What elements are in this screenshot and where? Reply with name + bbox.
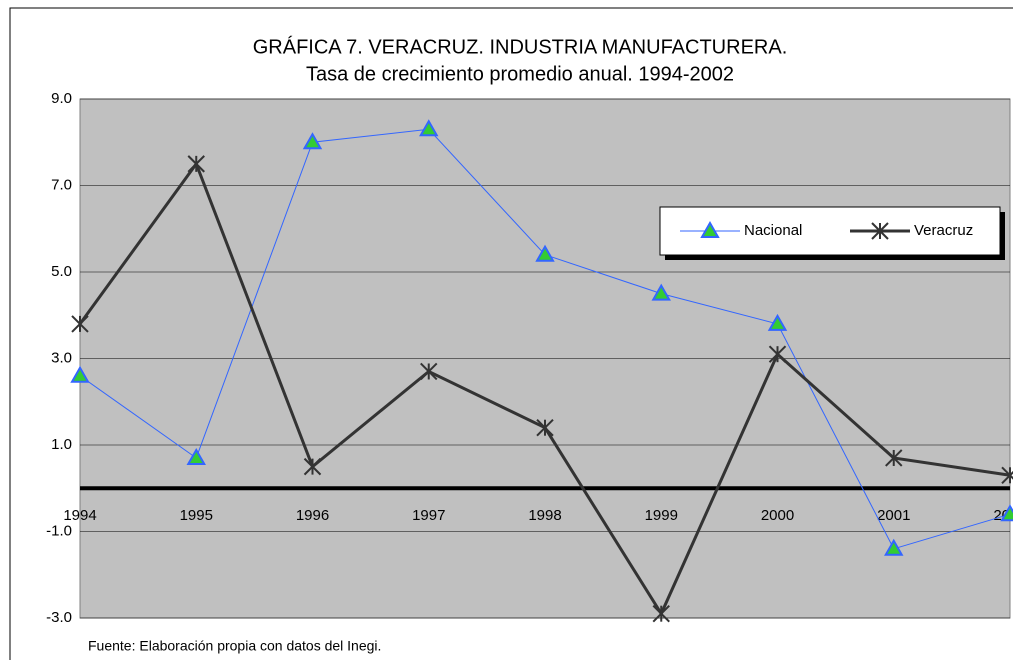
- point: [885, 449, 903, 467]
- point: [420, 362, 438, 381]
- point: [187, 155, 205, 173]
- point: [302, 132, 323, 150]
- point: [651, 283, 671, 301]
- point: [652, 604, 670, 623]
- legend-label: Nacional: [744, 222, 802, 239]
- point: [768, 345, 787, 363]
- point: [419, 119, 439, 137]
- point: [71, 315, 89, 333]
- x-tick-label: 1994: [63, 507, 96, 524]
- point: [700, 220, 720, 238]
- legend-label: Veracruz: [914, 222, 973, 239]
- y-tick-label: 1.0: [51, 436, 72, 453]
- chart-subtitle: Tasa de crecimiento promedio anual. 1994…: [306, 63, 734, 85]
- x-tick-label: 1997: [412, 507, 445, 524]
- y-tick-label: -3.0: [46, 609, 72, 626]
- y-tick-label: 9.0: [51, 90, 72, 107]
- point: [303, 457, 322, 476]
- x-tick-label: 1996: [296, 507, 329, 524]
- y-tick-label: 3.0: [51, 349, 72, 366]
- y-tick-label: 5.0: [51, 263, 72, 280]
- point: [536, 418, 554, 437]
- x-tick-label: 1998: [528, 507, 561, 524]
- point: [1000, 504, 1013, 522]
- source-note: Fuente: Elaboración propia con datos del…: [88, 638, 381, 654]
- point: [871, 222, 889, 240]
- point: [1001, 466, 1013, 484]
- x-tick-label: 1999: [645, 507, 678, 524]
- x-tick-label: 2000: [761, 507, 794, 524]
- point: [186, 447, 206, 465]
- point: [70, 365, 90, 383]
- y-tick-label: 7.0: [51, 176, 72, 193]
- chart-title: GRÁFICA 7. VERACRUZ. INDUSTRIA MANUFACTU…: [253, 35, 788, 58]
- point: [767, 313, 788, 331]
- point: [535, 244, 555, 262]
- y-tick-label: -1.0: [46, 522, 72, 539]
- legend: [659, 206, 1001, 256]
- x-tick-label: 1995: [180, 507, 213, 524]
- point: [884, 538, 904, 556]
- x-tick-label: 2001: [877, 507, 910, 524]
